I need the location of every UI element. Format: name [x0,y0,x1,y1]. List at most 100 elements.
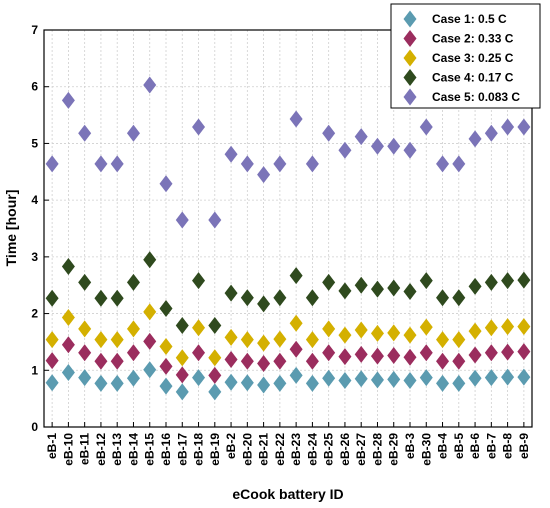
data-point [224,284,238,302]
x-tick-label: eB-10 [61,433,75,466]
data-point [305,331,319,349]
data-point [240,289,254,307]
data-point [240,352,254,370]
legend-marker [403,49,417,67]
data-point [305,155,319,173]
data-point [322,124,336,142]
data-point [517,118,531,136]
data-point [403,348,417,366]
data-point [126,344,140,362]
series-1 [45,361,531,401]
data-point [126,124,140,142]
data-point [94,374,108,392]
data-point [436,331,450,349]
data-point [419,344,433,362]
x-tick-label: eB-26 [338,433,352,466]
series-4 [45,251,531,334]
data-point [354,128,368,146]
data-point [257,295,271,313]
data-point [468,277,482,295]
data-point [419,118,433,136]
data-point [419,272,433,290]
data-point [126,273,140,291]
data-point [452,374,466,392]
data-point [143,76,157,94]
data-point [273,289,287,307]
data-point [436,155,450,173]
data-point [452,289,466,307]
x-tick-label: eB-24 [305,433,319,466]
data-point [354,276,368,294]
data-point [224,351,238,369]
data-point [484,273,498,291]
data-point [143,251,157,269]
data-point [224,145,238,163]
data-point [305,374,319,392]
series-5 [45,76,531,229]
data-points [45,76,531,401]
data-point [110,374,124,392]
data-point [338,282,352,300]
data-point [45,155,59,173]
data-point [305,352,319,370]
data-point [192,118,206,136]
x-tick-label: eB-9 [517,433,531,459]
data-point [143,303,157,321]
legend-label: Case 1: 0.5 C [432,12,507,26]
x-tick-label: eB-2 [224,433,238,459]
data-point [517,368,531,386]
legend-label: Case 5: 0.083 C [432,90,520,104]
data-point [370,137,384,155]
x-axis: eB-1 eB-10 eB-11 eB-12 eB-13 eB-14 eB-15 eB-16 e… [45,422,531,466]
data-point [338,371,352,389]
data-point [45,374,59,392]
x-tick-label: eB-11 [78,433,92,465]
legend-label: Case 4: 0.17 C [432,71,514,85]
data-point [78,273,92,291]
x-tick-label: eB-13 [110,433,124,466]
data-point [501,118,515,136]
data-point [224,328,238,346]
legend: Case 1: 0.5 C Case 2: 0.33 C Case 3: 0.25 … [390,3,541,109]
y-tick-label: 2 [31,307,38,321]
data-point [257,354,271,372]
data-point [517,318,531,336]
data-point [110,331,124,349]
legend-label: Case 2: 0.33 C [432,32,514,46]
y-tick-label: 3 [31,250,38,264]
data-point [61,257,75,275]
data-point [338,348,352,366]
data-point [322,344,336,362]
data-point [61,336,75,354]
data-point [436,352,450,370]
data-point [61,364,75,382]
data-point [257,334,271,352]
data-point [436,289,450,307]
data-point [354,370,368,388]
series-3 [45,303,531,367]
data-point [452,331,466,349]
data-point [192,344,206,362]
data-point [159,357,173,375]
x-tick-label: eB-8 [501,433,515,459]
data-point [257,376,271,394]
plot-area [43,29,533,428]
data-point [45,352,59,370]
data-point [452,352,466,370]
x-tick-label: eB-5 [452,433,466,459]
x-tick-label: eB-16 [159,433,173,466]
data-point [419,369,433,387]
data-point [94,289,108,307]
data-point [61,309,75,327]
data-point [436,374,450,392]
x-tick-label: eB-6 [468,433,482,459]
data-point [468,130,482,148]
data-point [484,369,498,387]
data-point [403,282,417,300]
data-point [126,320,140,338]
data-point [468,322,482,340]
data-point [110,352,124,370]
data-point [289,340,303,358]
data-point [143,332,157,350]
